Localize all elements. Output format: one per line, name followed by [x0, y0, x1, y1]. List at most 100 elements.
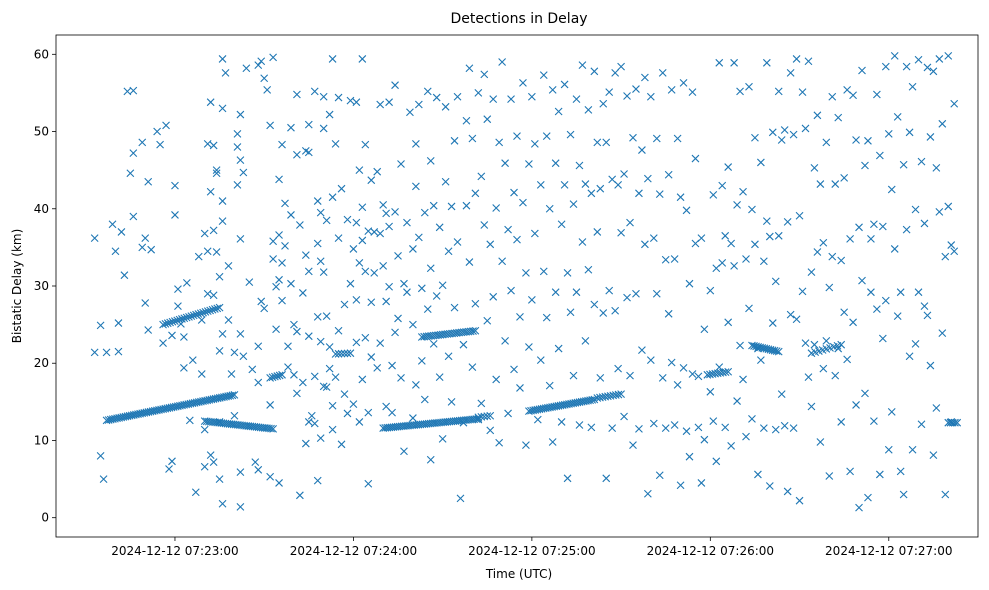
data-point: [213, 304, 222, 313]
data-point: [483, 316, 492, 325]
data-point: [313, 197, 322, 205]
data-point: [801, 124, 810, 133]
data-point: [233, 129, 242, 138]
data-point: [191, 488, 200, 497]
data-point: [178, 315, 186, 323]
data-point: [242, 64, 251, 73]
data-point: [724, 163, 733, 171]
data-point: [578, 238, 587, 246]
data-point: [527, 296, 536, 304]
data-point: [120, 271, 129, 280]
data-point: [199, 308, 207, 317]
data-point: [382, 209, 391, 218]
data-point: [400, 279, 408, 288]
data-point: [599, 309, 608, 317]
data-point: [355, 418, 364, 426]
data-point: [566, 130, 575, 139]
data-point: [432, 93, 441, 102]
data-point: [358, 236, 367, 245]
data-point: [230, 348, 239, 357]
data-point: [400, 447, 408, 456]
data-point: [765, 482, 774, 490]
data-point: [206, 98, 215, 107]
data-point: [641, 73, 649, 82]
data-point: [236, 329, 245, 338]
data-point: [156, 140, 164, 149]
data-point: [293, 327, 301, 336]
data-point: [626, 218, 634, 227]
data-point: [388, 408, 396, 417]
data-point: [480, 70, 489, 79]
data-point: [771, 277, 780, 286]
data-point: [373, 167, 382, 176]
data-point: [542, 313, 551, 322]
data-point: [346, 349, 355, 358]
data-point: [153, 127, 162, 136]
data-point: [212, 248, 221, 256]
data-point: [908, 445, 917, 454]
data-point: [236, 110, 245, 119]
data-point: [730, 262, 739, 270]
data-point: [210, 305, 219, 313]
data-point: [525, 343, 533, 351]
data-point: [450, 303, 459, 312]
data-point: [352, 338, 361, 347]
data-point: [391, 328, 399, 337]
data-point: [878, 334, 887, 343]
data-point: [260, 74, 269, 83]
data-point: [584, 106, 593, 114]
data-point: [337, 349, 346, 358]
data-point: [218, 217, 227, 226]
data-point: [196, 309, 205, 318]
data-point: [807, 402, 816, 411]
data-point: [733, 397, 741, 405]
data-point: [727, 441, 736, 450]
data-point: [852, 401, 860, 409]
data-point: [215, 272, 224, 281]
data-point: [273, 372, 282, 380]
data-point: [459, 340, 468, 349]
data-point: [301, 439, 310, 448]
data-point: [432, 292, 441, 300]
data-point: [905, 128, 914, 137]
data-point: [278, 370, 286, 379]
data-point: [111, 247, 120, 256]
data-point: [171, 211, 179, 219]
data-point: [209, 141, 218, 150]
data-point: [411, 140, 420, 148]
data-point: [474, 89, 483, 97]
data-point: [813, 248, 822, 256]
data-point: [114, 319, 123, 327]
data-point: [304, 267, 313, 276]
data-point: [825, 283, 834, 292]
data-point: [953, 418, 962, 427]
data-point: [230, 411, 239, 420]
data-point: [215, 346, 224, 355]
data-point: [108, 220, 117, 229]
data-point: [287, 211, 295, 219]
data-point: [102, 348, 111, 357]
data-point: [301, 251, 310, 259]
data-point: [804, 57, 813, 66]
data-point: [180, 333, 188, 341]
data-point: [872, 305, 881, 314]
data-point: [328, 401, 337, 410]
data-point: [742, 432, 750, 441]
data-point: [426, 455, 435, 464]
data-point: [816, 438, 825, 446]
data-point: [423, 87, 432, 96]
data-point: [290, 370, 298, 379]
data-point: [875, 470, 884, 479]
data-point: [608, 424, 617, 432]
data-point: [206, 451, 215, 460]
data-point: [498, 257, 507, 266]
data-point: [194, 310, 203, 318]
data-point: [295, 491, 304, 500]
data-point: [513, 132, 521, 141]
data-point: [884, 129, 893, 138]
data-point: [652, 289, 661, 298]
data-point: [652, 134, 661, 143]
data-point: [849, 318, 857, 327]
data-point: [138, 243, 147, 252]
data-point: [774, 347, 783, 356]
